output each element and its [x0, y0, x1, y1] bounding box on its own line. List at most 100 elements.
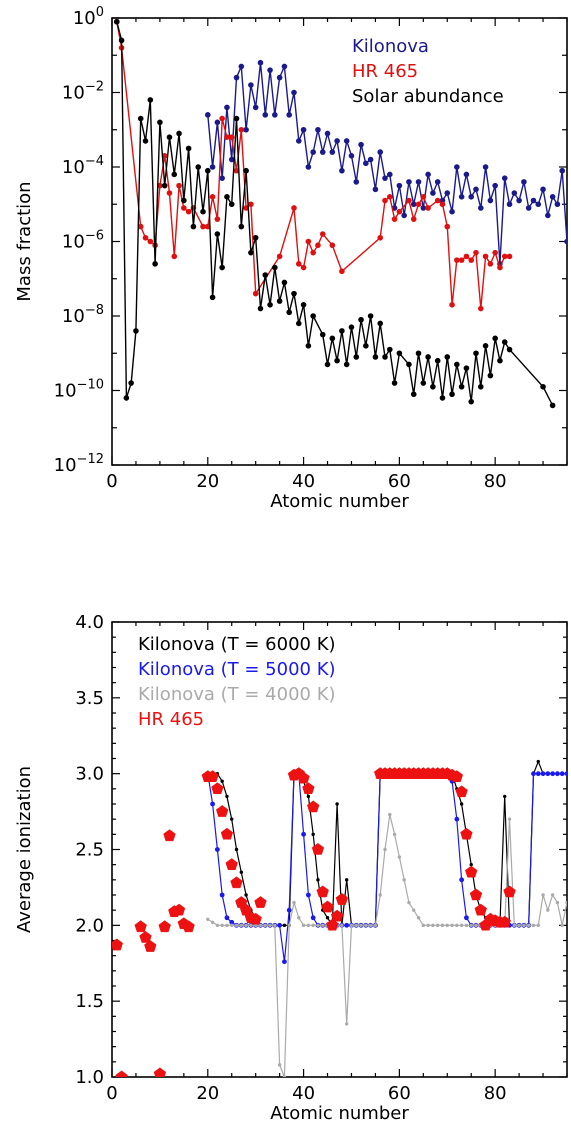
bottom-point-kilonova-t-4000-k	[565, 900, 567, 905]
top-point-hr-465	[386, 194, 393, 200]
top-point-solar-abundance	[425, 354, 431, 360]
bottom-point-kilonova-t-6000-k	[311, 832, 315, 837]
top-point-kilonova	[434, 179, 441, 185]
bottom-point-kilonova-t-4000-k	[354, 923, 358, 928]
bottom-point-kilonova-t-4000-k	[287, 923, 291, 928]
top-point-kilonova	[252, 104, 259, 111]
bottom-point-hr-465	[326, 918, 339, 931]
top-y-tick-label: 10−4	[62, 154, 104, 178]
top-point-kilonova	[334, 138, 340, 144]
top-point-hr-465	[291, 205, 297, 211]
top-point-solar-abundance	[449, 391, 455, 398]
bottom-point-hr-465	[115, 1070, 128, 1077]
top-point-solar-abundance	[430, 383, 436, 390]
top-point-kilonova	[272, 112, 278, 118]
top-point-kilonova	[382, 175, 388, 181]
top-point-kilonova	[329, 149, 336, 155]
bottom-point-kilonova-t-5000-k	[210, 801, 215, 807]
bottom-y-tick-label: 1.0	[75, 1067, 104, 1088]
top-point-solar-abundance	[410, 391, 417, 398]
top-point-hr-465	[468, 257, 475, 263]
bottom-point-kilonova-t-5000-k	[282, 959, 287, 965]
top-point-kilonova	[315, 126, 321, 133]
bottom-legend-entry: Kilonova (T = 6000 K)	[138, 634, 336, 655]
top-point-solar-abundance	[415, 350, 422, 357]
top-point-kilonova	[224, 104, 230, 111]
top-point-kilonova	[348, 153, 355, 159]
top-point-hr-465	[439, 201, 446, 208]
top-point-solar-abundance	[348, 324, 355, 330]
top-y-tick-label: 10−8	[62, 303, 104, 327]
top-point-solar-abundance	[353, 354, 360, 360]
top-point-hr-465	[449, 302, 455, 308]
top-point-hr-465	[329, 242, 336, 249]
bottom-point-hr-465	[139, 930, 152, 943]
top-point-solar-abundance	[128, 380, 134, 386]
top-point-solar-abundance	[343, 361, 350, 368]
bottom-point-kilonova-t-4000-k	[435, 923, 440, 928]
top-point-kilonova	[564, 238, 567, 245]
bottom-point-kilonova-t-5000-k	[454, 816, 460, 822]
bottom-y-tick-label: 1.5	[75, 991, 104, 1012]
bottom-point-kilonova-t-4000-k	[316, 923, 320, 928]
bottom-point-kilonova-t-4000-k	[344, 1022, 349, 1026]
top-point-hr-465	[171, 253, 178, 260]
bottom-x-tick-label: 60	[388, 1083, 411, 1104]
top-point-kilonova	[463, 171, 470, 178]
bottom-point-hr-465	[163, 829, 176, 842]
top-point-hr-465	[315, 242, 321, 249]
bottom-data	[112, 759, 567, 1077]
top-point-kilonova	[214, 119, 221, 126]
top-point-kilonova	[501, 175, 508, 181]
top-point-solar-abundance	[219, 264, 225, 271]
top-point-kilonova	[506, 201, 513, 208]
bottom-y-tick-label: 3.5	[75, 688, 104, 709]
bottom-point-kilonova-t-4000-k	[526, 923, 531, 928]
bottom-point-kilonova-t-6000-k	[230, 817, 234, 821]
bottom-point-kilonova-t-6000-k	[239, 870, 244, 874]
top-point-hr-465	[214, 216, 221, 222]
top-point-solar-abundance	[473, 350, 479, 357]
bottom-point-hr-465	[503, 885, 516, 898]
top-point-hr-465	[506, 253, 513, 260]
top-point-kilonova	[535, 201, 542, 208]
top-point-kilonova	[310, 149, 316, 155]
top-point-solar-abundance	[142, 138, 149, 144]
top-point-solar-abundance	[300, 302, 307, 308]
top-point-hr-465	[252, 290, 259, 297]
top-point-hr-465	[200, 223, 206, 230]
top-point-kilonova	[386, 171, 393, 178]
top-point-solar-abundance	[257, 305, 264, 312]
top-point-solar-abundance	[286, 309, 293, 316]
top-point-solar-abundance	[391, 380, 398, 386]
bottom-point-kilonova-t-4000-k	[402, 878, 406, 882]
top-x-tick-label: 80	[484, 471, 507, 492]
bottom-point-kilonova-t-4000-k	[215, 923, 220, 928]
top-point-solar-abundance	[133, 328, 139, 334]
bottom-x-tick-label: 80	[484, 1083, 507, 1104]
bottom-point-hr-465	[216, 805, 229, 817]
bottom-point-kilonova-t-4000-k	[421, 923, 426, 928]
top-point-hr-465	[319, 231, 326, 237]
top-point-solar-abundance	[228, 201, 235, 208]
top-plot: 0 20 40 60 80 10−12 10−10 10−8 10−6 10−4 10−2 100 At…	[14, 5, 568, 512]
top-legend-entry: HR 465	[352, 61, 418, 82]
top-point-solar-abundance	[458, 383, 465, 390]
bottom-point-kilonova-t-4000-k	[306, 923, 311, 928]
top-point-kilonova	[492, 182, 498, 189]
bottom-y-tick-label: 2.0	[75, 915, 104, 936]
bottom-x-tick-label: 0	[106, 1083, 117, 1104]
bottom-point-kilonova-t-4000-k	[536, 923, 540, 928]
top-point-kilonova	[204, 112, 211, 118]
bottom-point-kilonova-t-4000-k	[550, 893, 555, 897]
top-point-kilonova	[233, 74, 240, 81]
bottom-point-hr-465	[335, 892, 349, 905]
top-point-hr-465	[300, 264, 307, 271]
bottom-point-kilonova-t-4000-k	[230, 923, 234, 928]
top-y-tick-label: 10−6	[62, 229, 104, 253]
bottom-x-axis-label: Atomic number	[270, 1103, 409, 1124]
top-point-solar-abundance	[310, 313, 316, 319]
top-point-kilonova	[545, 212, 551, 219]
top-point-kilonova	[377, 149, 384, 155]
bottom-point-hr-465	[112, 938, 123, 951]
